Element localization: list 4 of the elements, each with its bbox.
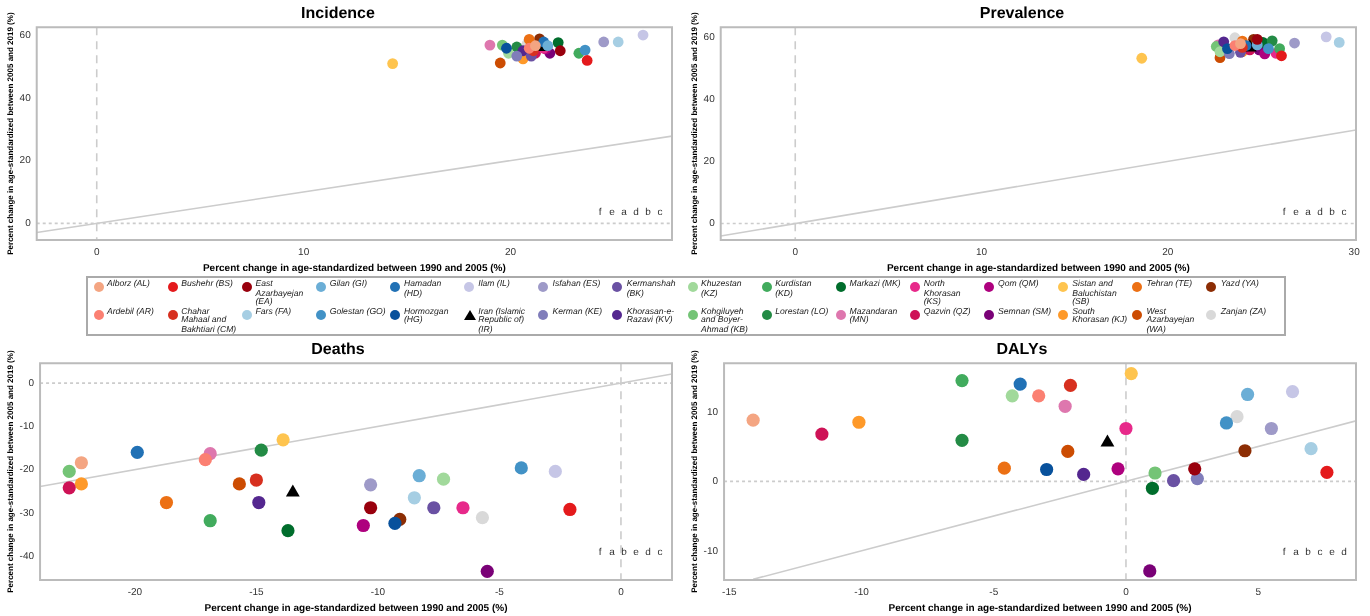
chart-title: Deaths [311,340,366,359]
chart-title: Prevalence [979,4,1066,23]
chart-title: Incidence [301,4,376,23]
chart-title: DALYs [996,340,1049,359]
